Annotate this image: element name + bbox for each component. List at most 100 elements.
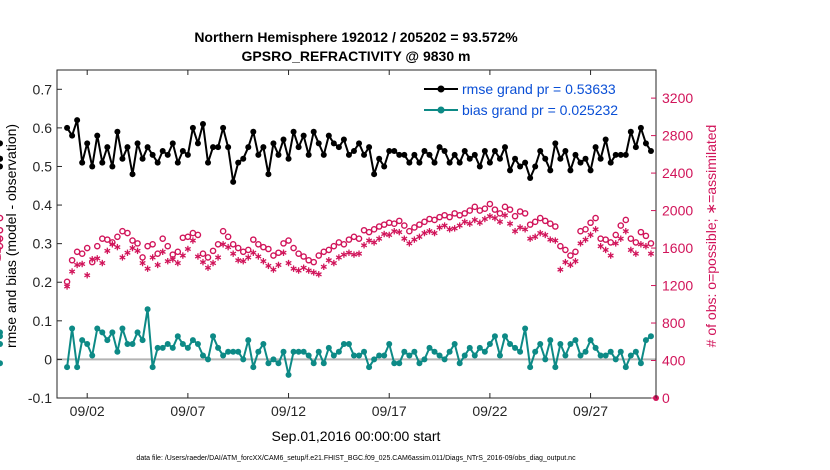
obs-possible-marker (174, 248, 182, 256)
bias-point (345, 340, 352, 347)
obs-assimilated-stroke (567, 262, 574, 268)
obs-possible-marker (194, 231, 202, 239)
bias-point (567, 340, 574, 347)
obs-assimilated-marker (199, 258, 207, 266)
rmse-point (310, 128, 317, 135)
obs-assimilated-marker (270, 266, 277, 273)
obs-assimilated-marker (320, 263, 327, 270)
bias-point (210, 333, 217, 340)
obs-possible-marker (501, 203, 509, 211)
obs-assimilated-marker (491, 214, 499, 222)
rmse-point (109, 163, 116, 170)
obs-assimilated-stroke (240, 259, 247, 264)
bias-point (647, 333, 654, 340)
obs-assimilated-stroke (537, 230, 544, 236)
bias-point (471, 352, 478, 359)
obs-assimilated-marker (486, 212, 493, 220)
bias-point (481, 348, 488, 355)
bias-point (215, 344, 222, 351)
obs-assimilated-marker (340, 251, 348, 258)
obs-assimilated-marker (592, 226, 599, 233)
obs-assimilated-marker (335, 254, 342, 261)
bias-point (255, 348, 262, 355)
chart-title: Northern Hemisphere 192012 / 205202 = 93… (194, 29, 518, 45)
rmse-point (376, 155, 383, 162)
obs-assimilated-stroke (204, 265, 212, 270)
obs-assimilated-stroke (104, 248, 111, 254)
obs-assimilated-marker (466, 220, 473, 227)
bias-point (376, 352, 383, 359)
rmse-point (220, 124, 227, 131)
metric-series (0, 117, 654, 378)
obs-possible-marker (300, 253, 307, 260)
obs-assimilated-stroke (114, 244, 121, 250)
rmse-point (330, 140, 337, 147)
obs-assimilated-marker (260, 257, 267, 265)
obs-assimilated-stroke (139, 260, 146, 266)
rmse-point (149, 151, 156, 158)
obs-assimilated-stroke (426, 229, 433, 234)
obs-possible-marker (229, 241, 237, 248)
rmse-point (532, 163, 539, 170)
obs-assimilated-marker (496, 218, 504, 226)
rmse-point (466, 155, 473, 162)
rmse-point (199, 121, 206, 128)
rmse-point (431, 159, 438, 166)
obs-assimilated-stroke (406, 241, 413, 246)
obs-possible-marker (355, 235, 363, 242)
obs-possible-marker (491, 206, 499, 213)
obs-assimilated-marker (612, 240, 619, 247)
rmse-point (94, 132, 101, 139)
obs-possible-marker (421, 218, 428, 226)
rmse-point (194, 140, 201, 147)
obs-assimilated-marker (577, 240, 584, 247)
obs-assimilated-stroke (63, 284, 71, 289)
rmse-point (340, 136, 347, 143)
obs-assimilated-marker (179, 252, 186, 259)
bias-point (386, 340, 393, 347)
obs-assimilated-marker (204, 264, 212, 271)
obs-possible-marker (209, 247, 217, 255)
bias-point (486, 340, 493, 347)
rmse-point (99, 159, 106, 166)
obs-assimilated-marker (622, 227, 629, 235)
obs-assimilated-stroke (476, 220, 483, 225)
obs-possible-marker (486, 200, 494, 208)
obs-assimilated-marker (164, 257, 171, 265)
rmse-point (592, 144, 599, 151)
obs-possible-marker (521, 210, 529, 217)
rmse-point (617, 151, 624, 158)
y-tick-label: 0.6 (33, 120, 53, 136)
bias-point (461, 352, 468, 359)
bias-point (537, 340, 544, 347)
rmse-point (290, 128, 297, 135)
obs-assimilated-marker (230, 250, 237, 257)
obs-assimilated-stroke (511, 229, 519, 234)
bias-point (245, 337, 252, 344)
obs-assimilated-stroke (431, 230, 438, 236)
bias-point (582, 348, 589, 355)
rmse-point (381, 163, 388, 170)
rmse-point (74, 117, 81, 124)
obs-assimilated-marker (250, 249, 257, 256)
bias-point (275, 360, 282, 367)
obs-assimilated-stroke (491, 215, 499, 221)
obs-possible-marker (83, 244, 91, 252)
obs-assimilated-stroke (446, 227, 453, 232)
bias-point (496, 352, 503, 359)
x-tick-label: 09/02 (70, 403, 105, 419)
obs-assimilated-marker (401, 235, 408, 242)
bias-point (542, 356, 549, 363)
obs-possible-marker (244, 246, 252, 254)
obs-possible-marker (536, 214, 544, 222)
obs-assimilated-marker (456, 222, 463, 229)
obs-assimilated-marker (68, 268, 76, 275)
obs-possible-marker (642, 232, 650, 240)
rmse-point (471, 151, 478, 158)
obs-assimilated-marker (79, 260, 86, 268)
rmse-point (627, 128, 634, 135)
obs-assimilated-stroke (250, 250, 257, 255)
obs-possible-marker (557, 242, 564, 250)
rmse-point (602, 136, 609, 143)
rmse-point (637, 124, 644, 131)
